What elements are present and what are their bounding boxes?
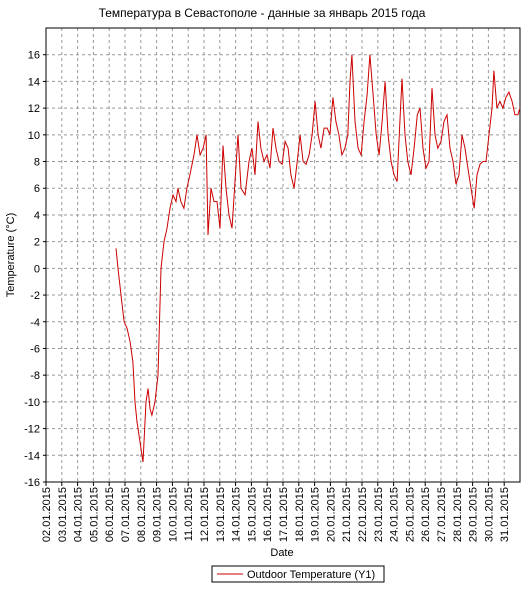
x-axis-label: Date	[270, 547, 293, 559]
y-tick-label: 14	[28, 76, 40, 88]
x-tick-label: 28.01.2015	[452, 487, 464, 542]
x-tick-label: 07.01.2015	[120, 487, 132, 542]
x-tick-label: 23.01.2015	[373, 487, 385, 542]
x-tick-label: 13.01.2015	[215, 487, 227, 542]
y-tick-label: -12	[24, 424, 40, 436]
plot-border	[45, 27, 521, 483]
x-tick-label: 12.01.2015	[199, 487, 211, 542]
temperature-line	[115, 54, 521, 463]
y-tick-label: 8	[34, 157, 40, 169]
x-tick-label: 22.01.2015	[357, 487, 369, 542]
y-tick-label: 0	[34, 263, 40, 275]
x-tick-label: 27.01.2015	[436, 487, 448, 542]
x-tick-label: 10.01.2015	[167, 487, 179, 542]
x-tick-label: 08.01.2015	[136, 487, 148, 542]
x-tick-label: 25.01.2015	[404, 487, 416, 542]
y-tick-label: 10	[28, 130, 40, 142]
x-tick-label: 19.01.2015	[310, 487, 322, 542]
x-tick-label: 11.01.2015	[183, 487, 195, 541]
x-tick-label: 14.01.2015	[231, 487, 243, 542]
x-tick-label: 02.01.2015	[41, 487, 53, 542]
y-tick-label: -8	[30, 370, 40, 382]
y-tick-label: -14	[24, 450, 40, 462]
x-tick-label: 18.01.2015	[294, 487, 306, 542]
x-tick-label: 03.01.2015	[57, 487, 69, 542]
y-tick-label: -4	[30, 317, 40, 329]
x-tick-label: 04.01.2015	[73, 487, 85, 542]
y-tick-label: -6	[30, 343, 40, 355]
x-tick-label: 05.01.2015	[88, 487, 100, 542]
y-tick-label: 6	[34, 183, 40, 195]
y-tick-label: 4	[34, 210, 40, 222]
x-tick-label: 21.01.2015	[341, 487, 353, 542]
y-tick-label: -10	[24, 397, 40, 409]
legend	[211, 565, 385, 583]
x-tick-label: 06.01.2015	[104, 487, 116, 542]
y-tick-label: 16	[28, 50, 40, 62]
y-tick-label: 12	[28, 103, 40, 115]
x-tick-label: 31.01.2015	[499, 487, 511, 542]
x-tick-label: 17.01.2015	[278, 487, 290, 542]
legend-label: Outdoor Temperature (Y1)	[247, 569, 375, 581]
x-tick-label: 29.01.2015	[468, 487, 480, 542]
x-tick-label: 30.01.2015	[483, 487, 495, 542]
x-tick-label: 09.01.2015	[152, 487, 164, 542]
x-tick-label: 15.01.2015	[246, 487, 258, 542]
y-tick-label: -2	[30, 290, 40, 302]
chart-title: Температура в Севастополе - данные за ян…	[99, 6, 426, 20]
y-axis-label: Temperature (°C)	[5, 213, 17, 297]
x-tick-label: 16.01.2015	[262, 487, 274, 542]
x-tick-label: 26.01.2015	[420, 487, 432, 542]
y-tick-label: -16	[24, 477, 40, 489]
x-tick-label: 20.01.2015	[325, 487, 337, 542]
x-tick-label: 24.01.2015	[389, 487, 401, 542]
y-tick-label: 2	[34, 237, 40, 249]
